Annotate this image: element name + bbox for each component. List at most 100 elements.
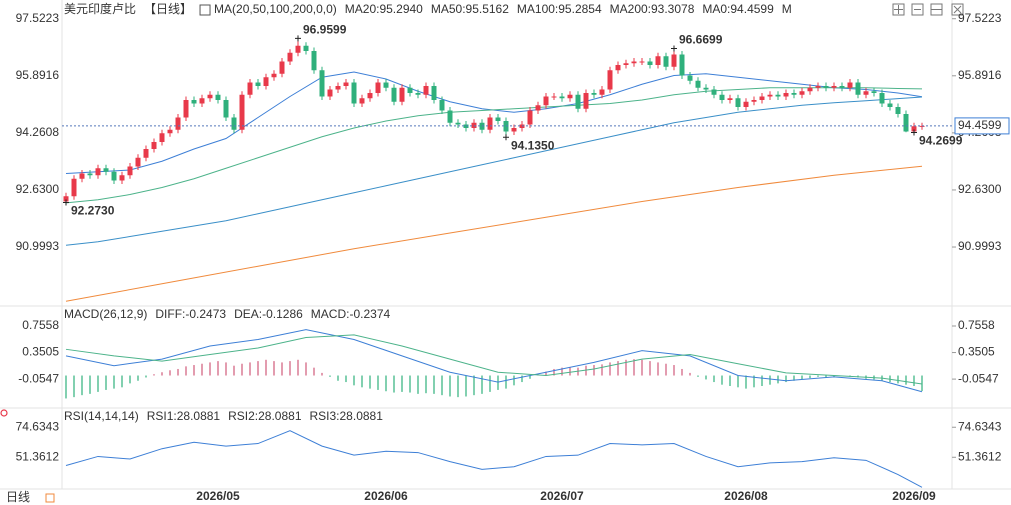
icon-close[interactable] [953, 5, 962, 14]
toolbar-icons[interactable] [892, 3, 964, 16]
candle-body [343, 82, 349, 86]
icon-close[interactable] [951, 3, 964, 16]
candle-body [167, 129, 173, 134]
candle-body [335, 86, 341, 90]
candle-body [831, 86, 837, 88]
candle-body [495, 117, 501, 121]
candle-body [247, 82, 253, 95]
candle-body [191, 100, 197, 104]
candle-body [127, 166, 133, 176]
y-tick-label: 90.9993 [16, 239, 60, 253]
y-tick-label: 74.6343 [16, 419, 60, 433]
candle-body [799, 91, 805, 95]
candle-body [375, 82, 381, 93]
candle-body [351, 82, 357, 104]
candle-body [487, 117, 493, 130]
candle-body [711, 89, 717, 95]
candle-body [135, 157, 141, 167]
y-tick-label: -0.0547 [958, 371, 999, 385]
high-label: 96.6699 [679, 33, 723, 47]
candle-body [575, 94, 581, 109]
legend-item: DEA:-0.1286 [234, 307, 303, 321]
y-tick-label: 97.5223 [16, 11, 60, 25]
candle-body [607, 70, 613, 90]
candle-body [767, 94, 773, 97]
candle-body [231, 117, 237, 130]
candle-body [623, 63, 629, 65]
candle-body [431, 86, 437, 100]
candle-body [535, 105, 541, 111]
candle-body [255, 82, 261, 86]
candle-body [239, 94, 245, 130]
legend-item: MA200:93.3078 [610, 2, 695, 16]
y-tick-label: -0.0547 [18, 371, 59, 385]
y-tick-label: 0.3505 [958, 345, 995, 359]
low-label: 94.2699 [919, 134, 963, 148]
candle-body [863, 91, 869, 95]
candle-body [279, 61, 285, 74]
candle-body [639, 61, 645, 63]
candle-body [271, 73, 277, 78]
x-tick-label: 2026/05 [196, 489, 240, 503]
last-price-label: 94.4599 [958, 118, 1002, 132]
candle-body [407, 87, 413, 93]
last-price-box [954, 117, 1010, 135]
candle-body [719, 94, 725, 100]
y-tick-label: 95.8916 [16, 68, 60, 82]
candle-body [679, 54, 685, 76]
icon-zoom[interactable] [892, 3, 905, 16]
y-tick-label: 94.2608 [16, 125, 60, 139]
candle-body [911, 126, 917, 132]
candle-body [687, 75, 693, 81]
candle-body [847, 82, 853, 88]
candle-body [159, 133, 165, 142]
indicator-label: RSI(14,14,14) [64, 409, 139, 423]
candle-body [591, 93, 597, 95]
candle-body [871, 91, 877, 93]
high-marker [295, 35, 301, 42]
candle-body [383, 82, 389, 88]
candle-body [87, 173, 93, 176]
candle-body [471, 122, 477, 128]
x-tick-label: 2026/07 [540, 489, 584, 503]
candle-body [511, 128, 517, 132]
y-tick-label: 92.6300 [16, 182, 60, 196]
chart-title: 美元印度卢比 [64, 1, 136, 16]
candle-body [151, 142, 157, 149]
candle-body [903, 114, 909, 132]
legend-item: RSI2:28.0881 [228, 409, 302, 423]
y-tick-label: 0.7558 [22, 318, 59, 332]
indicator-label: MA(20,50,100,200,0,0) [214, 2, 337, 16]
candle-body [783, 93, 789, 97]
candle-body [303, 45, 309, 51]
period-icon[interactable] [45, 493, 55, 503]
settings-icon[interactable] [0, 409, 8, 417]
candle-body [455, 122, 461, 125]
candle-body [855, 82, 861, 95]
legend-item: RSI3:28.0881 [310, 409, 384, 423]
icon-shrink[interactable] [911, 3, 924, 16]
period-tab: 日线 [6, 490, 30, 504]
candle-body [599, 89, 605, 95]
low-label: 94.1350 [511, 138, 555, 152]
candle-body [287, 52, 293, 62]
period-label: 【日线】 [144, 2, 192, 16]
legend-item: MA0:94.4599 [702, 2, 774, 16]
x-tick-label: 2026/09 [892, 489, 936, 503]
y-tick-label: 0.3505 [22, 345, 59, 359]
candle-body [215, 94, 221, 100]
candle-body [399, 87, 405, 102]
series-line [65, 334, 923, 385]
candle-body [567, 94, 573, 99]
series-line [65, 165, 923, 302]
candle-body [807, 87, 813, 92]
candle-body [95, 168, 101, 176]
candle-body [839, 86, 845, 88]
candle-body [743, 101, 749, 107]
candle-body [527, 110, 533, 125]
candle-body [199, 98, 205, 104]
candle-body [415, 93, 421, 95]
candle-body [263, 77, 269, 86]
x-tick-label: 2026/06 [364, 489, 408, 503]
